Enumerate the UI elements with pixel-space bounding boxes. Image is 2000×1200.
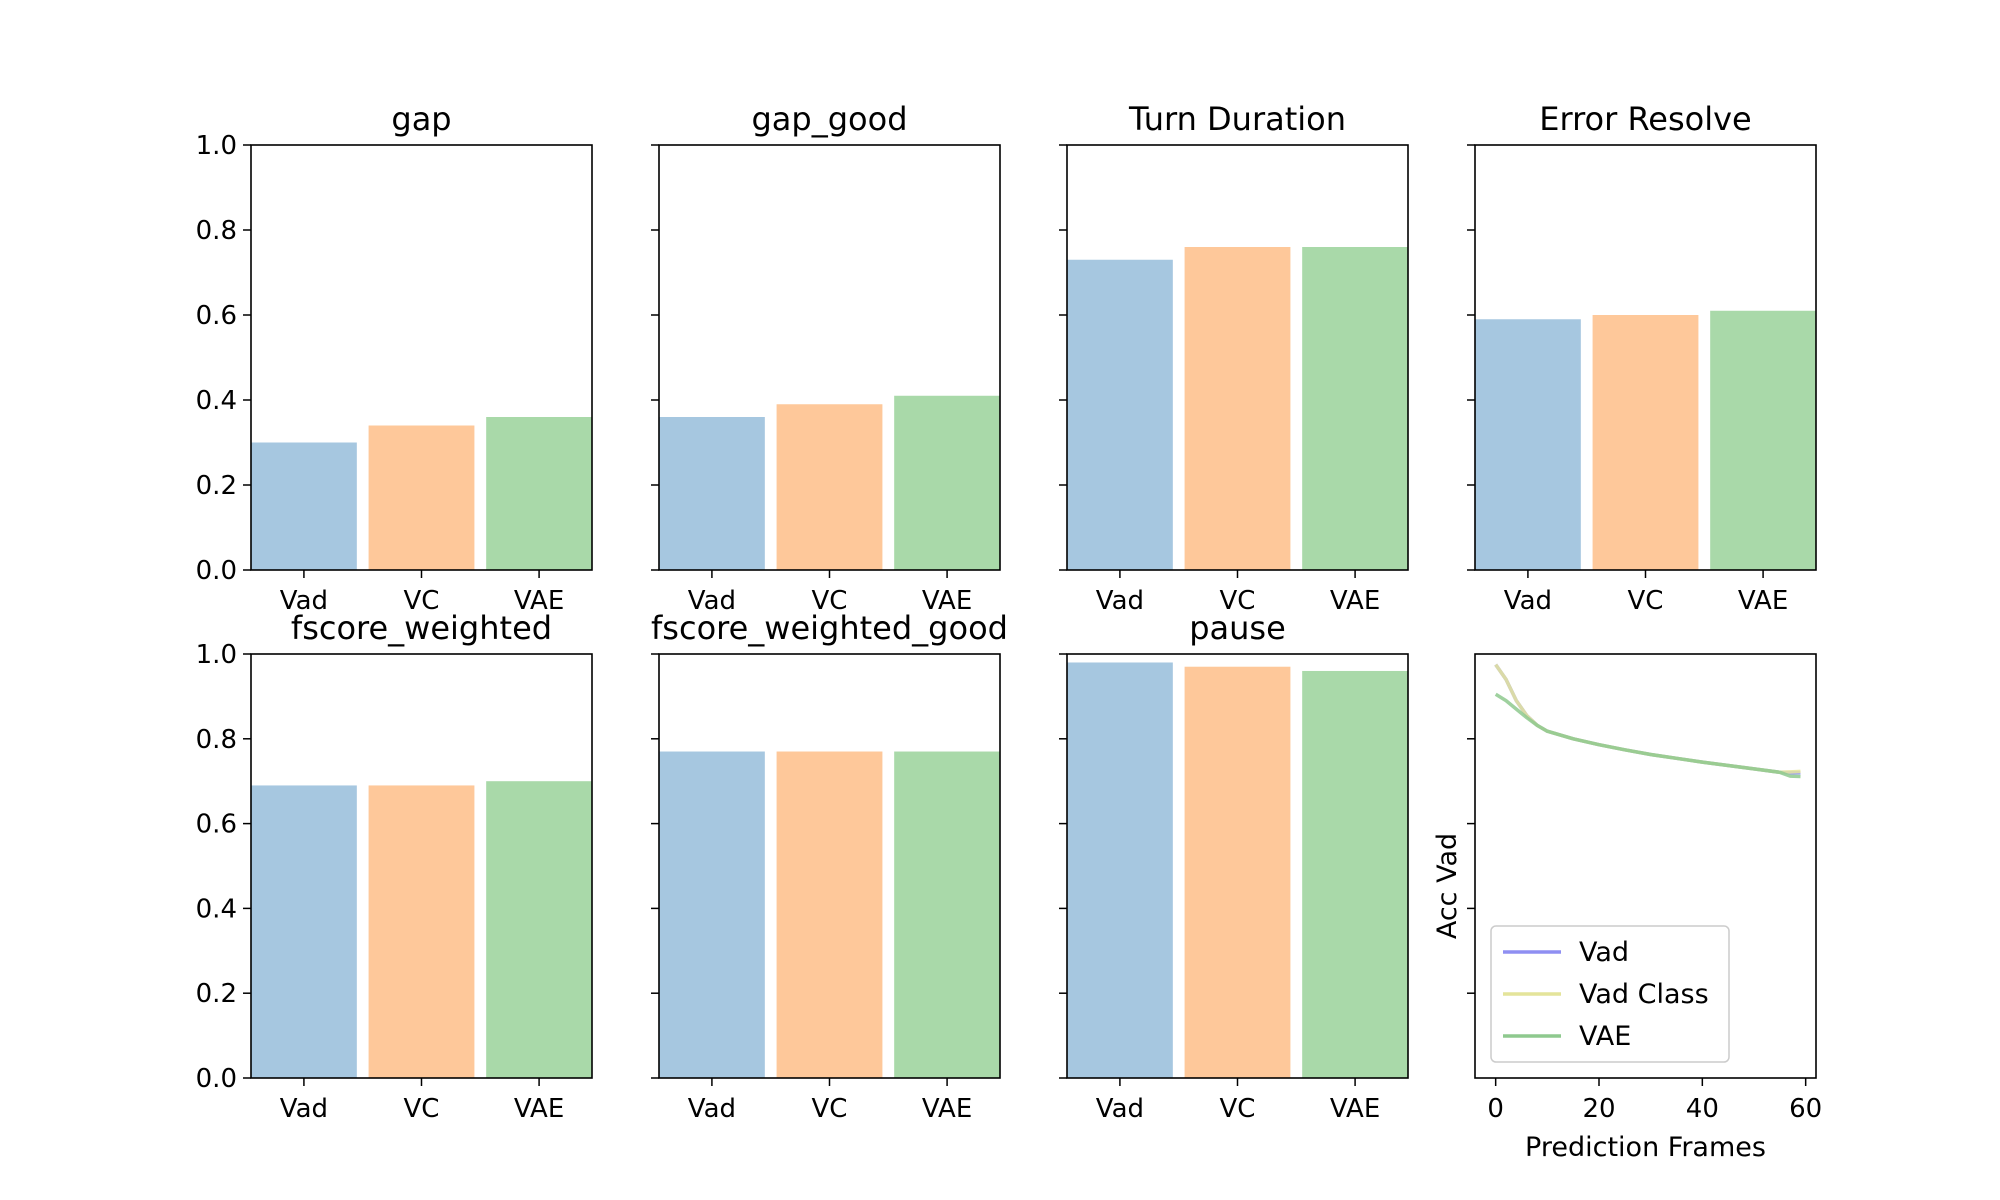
legend-label-2: Vad Class [1579, 979, 1709, 1010]
bar-vad [251, 442, 357, 570]
legend-label-3: VAE [1579, 1021, 1631, 1052]
subplot-1: 0.0 0.2 0.4 0.6 0.8 1.0 Vad VC VAE gap [196, 100, 593, 616]
bar-vc [1184, 247, 1291, 570]
bar-vae [894, 751, 1000, 1078]
y-tick-label: 0.0 [196, 556, 237, 586]
x-tick-label: VAE [514, 586, 564, 616]
y-tick-label: 0.4 [196, 894, 237, 924]
x-tick-label: 20 [1582, 1094, 1615, 1124]
x-tick-label: 60 [1789, 1094, 1822, 1124]
x-tick-label: VAE [1330, 586, 1380, 616]
x-tick-label: VC [812, 1094, 848, 1124]
x-tick-label: VAE [922, 1094, 972, 1124]
bar-vae [486, 417, 592, 570]
axes-frame [250, 144, 593, 571]
legend-label-1: Vad [1579, 937, 1629, 968]
bar-vae [1710, 310, 1816, 570]
x-tick-label: Vad [280, 1094, 328, 1124]
y-tick-label: 0.2 [196, 979, 237, 1009]
bar-vc [368, 425, 475, 570]
bar-vad [659, 751, 765, 1078]
x-tick-label: VAE [1738, 586, 1788, 616]
x-tick-label: VC [1220, 586, 1256, 616]
bar-vad [251, 785, 357, 1078]
bar-vae [894, 395, 1000, 570]
x-tick-label: VC [404, 586, 440, 616]
series-line-3 [1494, 692, 1801, 779]
y-tick-label: 1.0 [196, 640, 237, 670]
axes-frame [250, 653, 593, 1079]
bar-vc [1184, 666, 1291, 1078]
bar-vad [1067, 662, 1173, 1078]
subplot-title: gap [391, 100, 451, 138]
subplot-title: pause [1189, 609, 1286, 647]
axes-frame [1474, 653, 1817, 1079]
subplot-6: Vad VC VAE fscore_weighted_good [651, 609, 1008, 1124]
subplot-title: fscore_weighted_good [651, 609, 1008, 647]
x-tick-label: 0 [1487, 1094, 1504, 1124]
bar-vae [1302, 247, 1408, 570]
x-tick-label: VAE [514, 1094, 564, 1124]
y-tick-label: 0.6 [196, 301, 237, 331]
x-tick-label: Vad [688, 586, 736, 616]
subplot-4: Vad VC VAE Error Resolve [1467, 100, 1817, 616]
x-tick-label: VC [1628, 586, 1664, 616]
legend-frame [1490, 925, 1730, 1063]
x-tick-label: VC [404, 1094, 440, 1124]
bar-vad [659, 417, 765, 570]
x-axis-label: Prediction Frames [1525, 1132, 1766, 1163]
x-tick-label: VC [812, 586, 848, 616]
x-tick-label: VAE [922, 586, 972, 616]
subplot-title: fscore_weighted [291, 609, 552, 647]
y-tick-label: 0.8 [196, 216, 237, 246]
y-tick-label: 1.0 [196, 131, 237, 161]
subplot-8: 0 20 40 60 Prediction Frames Acc Vad Vad Vad Cl… [1432, 653, 1822, 1163]
series-line-2 [1494, 663, 1801, 775]
x-tick-label: Vad [280, 586, 328, 616]
axes-frame [1066, 653, 1409, 1079]
bar-vc [368, 785, 475, 1078]
x-tick-label: 40 [1686, 1094, 1719, 1124]
y-tick-label: 0.4 [196, 386, 237, 416]
x-tick-label: Vad [1096, 586, 1144, 616]
axes-frame [1474, 144, 1817, 571]
bar-vad [1067, 259, 1173, 570]
y-tick-label: 0.8 [196, 725, 237, 755]
legend: Vad Vad Class VAE [1490, 925, 1730, 1063]
subplot-7: Vad VC VAE pause [1059, 609, 1409, 1124]
y-tick-label: 0.0 [196, 1064, 237, 1094]
x-tick-label: VC [1220, 1094, 1256, 1124]
bar-vae [1302, 670, 1408, 1078]
bar-vc [776, 404, 883, 570]
bar-vad [1475, 319, 1581, 570]
bar-vc [776, 751, 883, 1078]
subplot-title: Error Resolve [1539, 100, 1751, 138]
subplot-3: Vad VC VAE Turn Duration [1059, 100, 1409, 616]
subplot-5: 0.0 0.2 0.4 0.6 0.8 1.0 Vad VC VAE fscore_weighte… [196, 609, 593, 1124]
x-tick-label: Vad [1504, 586, 1552, 616]
axes-frame [658, 144, 1001, 571]
x-tick-label: Vad [688, 1094, 736, 1124]
x-tick-label: VAE [1330, 1094, 1380, 1124]
axes-frame [1066, 144, 1409, 571]
y-tick-label: 0.2 [196, 471, 237, 501]
axes-frame [658, 653, 1001, 1079]
bar-vae [486, 781, 592, 1078]
y-axis-label: Acc Vad [1432, 833, 1463, 939]
series-line-1 [1494, 663, 1801, 775]
subplot-title: Turn Duration [1128, 100, 1346, 138]
x-tick-label: Vad [1096, 1094, 1144, 1124]
bar-vc [1592, 315, 1699, 570]
subplot-2: Vad VC VAE gap_good [651, 100, 1001, 616]
subplot-title: gap_good [751, 100, 907, 138]
y-tick-label: 0.6 [196, 810, 237, 840]
